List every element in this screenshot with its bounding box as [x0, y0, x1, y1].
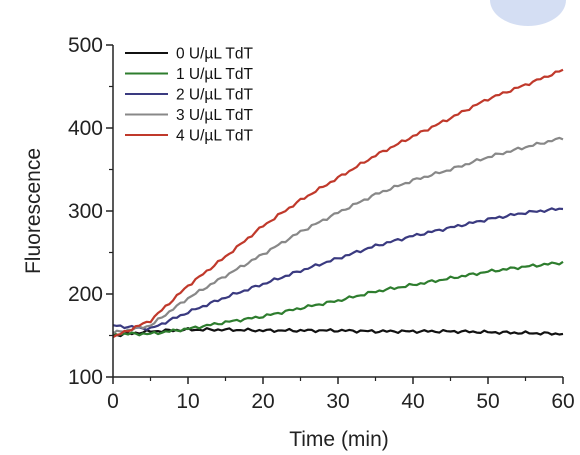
plot-area	[112, 68, 564, 339]
x-tick-label: 30	[326, 390, 349, 413]
series-line	[112, 207, 564, 331]
legend-label: 2 U/µL TdT	[176, 87, 254, 104]
x-tick-label: 40	[401, 390, 424, 413]
series-line	[112, 260, 564, 337]
legend-label: 0 U/µL TdT	[176, 46, 254, 63]
series-line	[112, 68, 564, 339]
x-tick-label: 0	[107, 390, 119, 413]
y-axis-title: Fluorescence	[22, 148, 45, 274]
x-axis-title: Time (min)	[289, 428, 389, 451]
axes: 0 10 20 30 40 50 60 100 200 300 400 500	[68, 34, 575, 413]
corner-decoration	[490, 0, 566, 26]
x-tick-label: 20	[251, 390, 274, 413]
y-tick-label: 300	[68, 200, 103, 223]
legend: 0 U/µL TdT 1 U/µL TdT 2 U/µL TdT 3 U/µL TdT…	[125, 46, 254, 145]
legend-label: 1 U/µL TdT	[176, 66, 254, 83]
x-tick-label: 10	[176, 390, 199, 413]
x-tick-label: 60	[551, 390, 574, 413]
y-tick-label: 400	[68, 117, 103, 140]
y-tick-label: 200	[68, 283, 103, 306]
legend-label: 3 U/µL TdT	[176, 107, 254, 124]
y-tick-label: 500	[68, 34, 103, 57]
series-line	[112, 136, 564, 335]
legend-label: 4 U/µL TdT	[176, 128, 254, 145]
x-tick-label: 50	[476, 390, 499, 413]
y-tick-label: 100	[68, 366, 103, 389]
